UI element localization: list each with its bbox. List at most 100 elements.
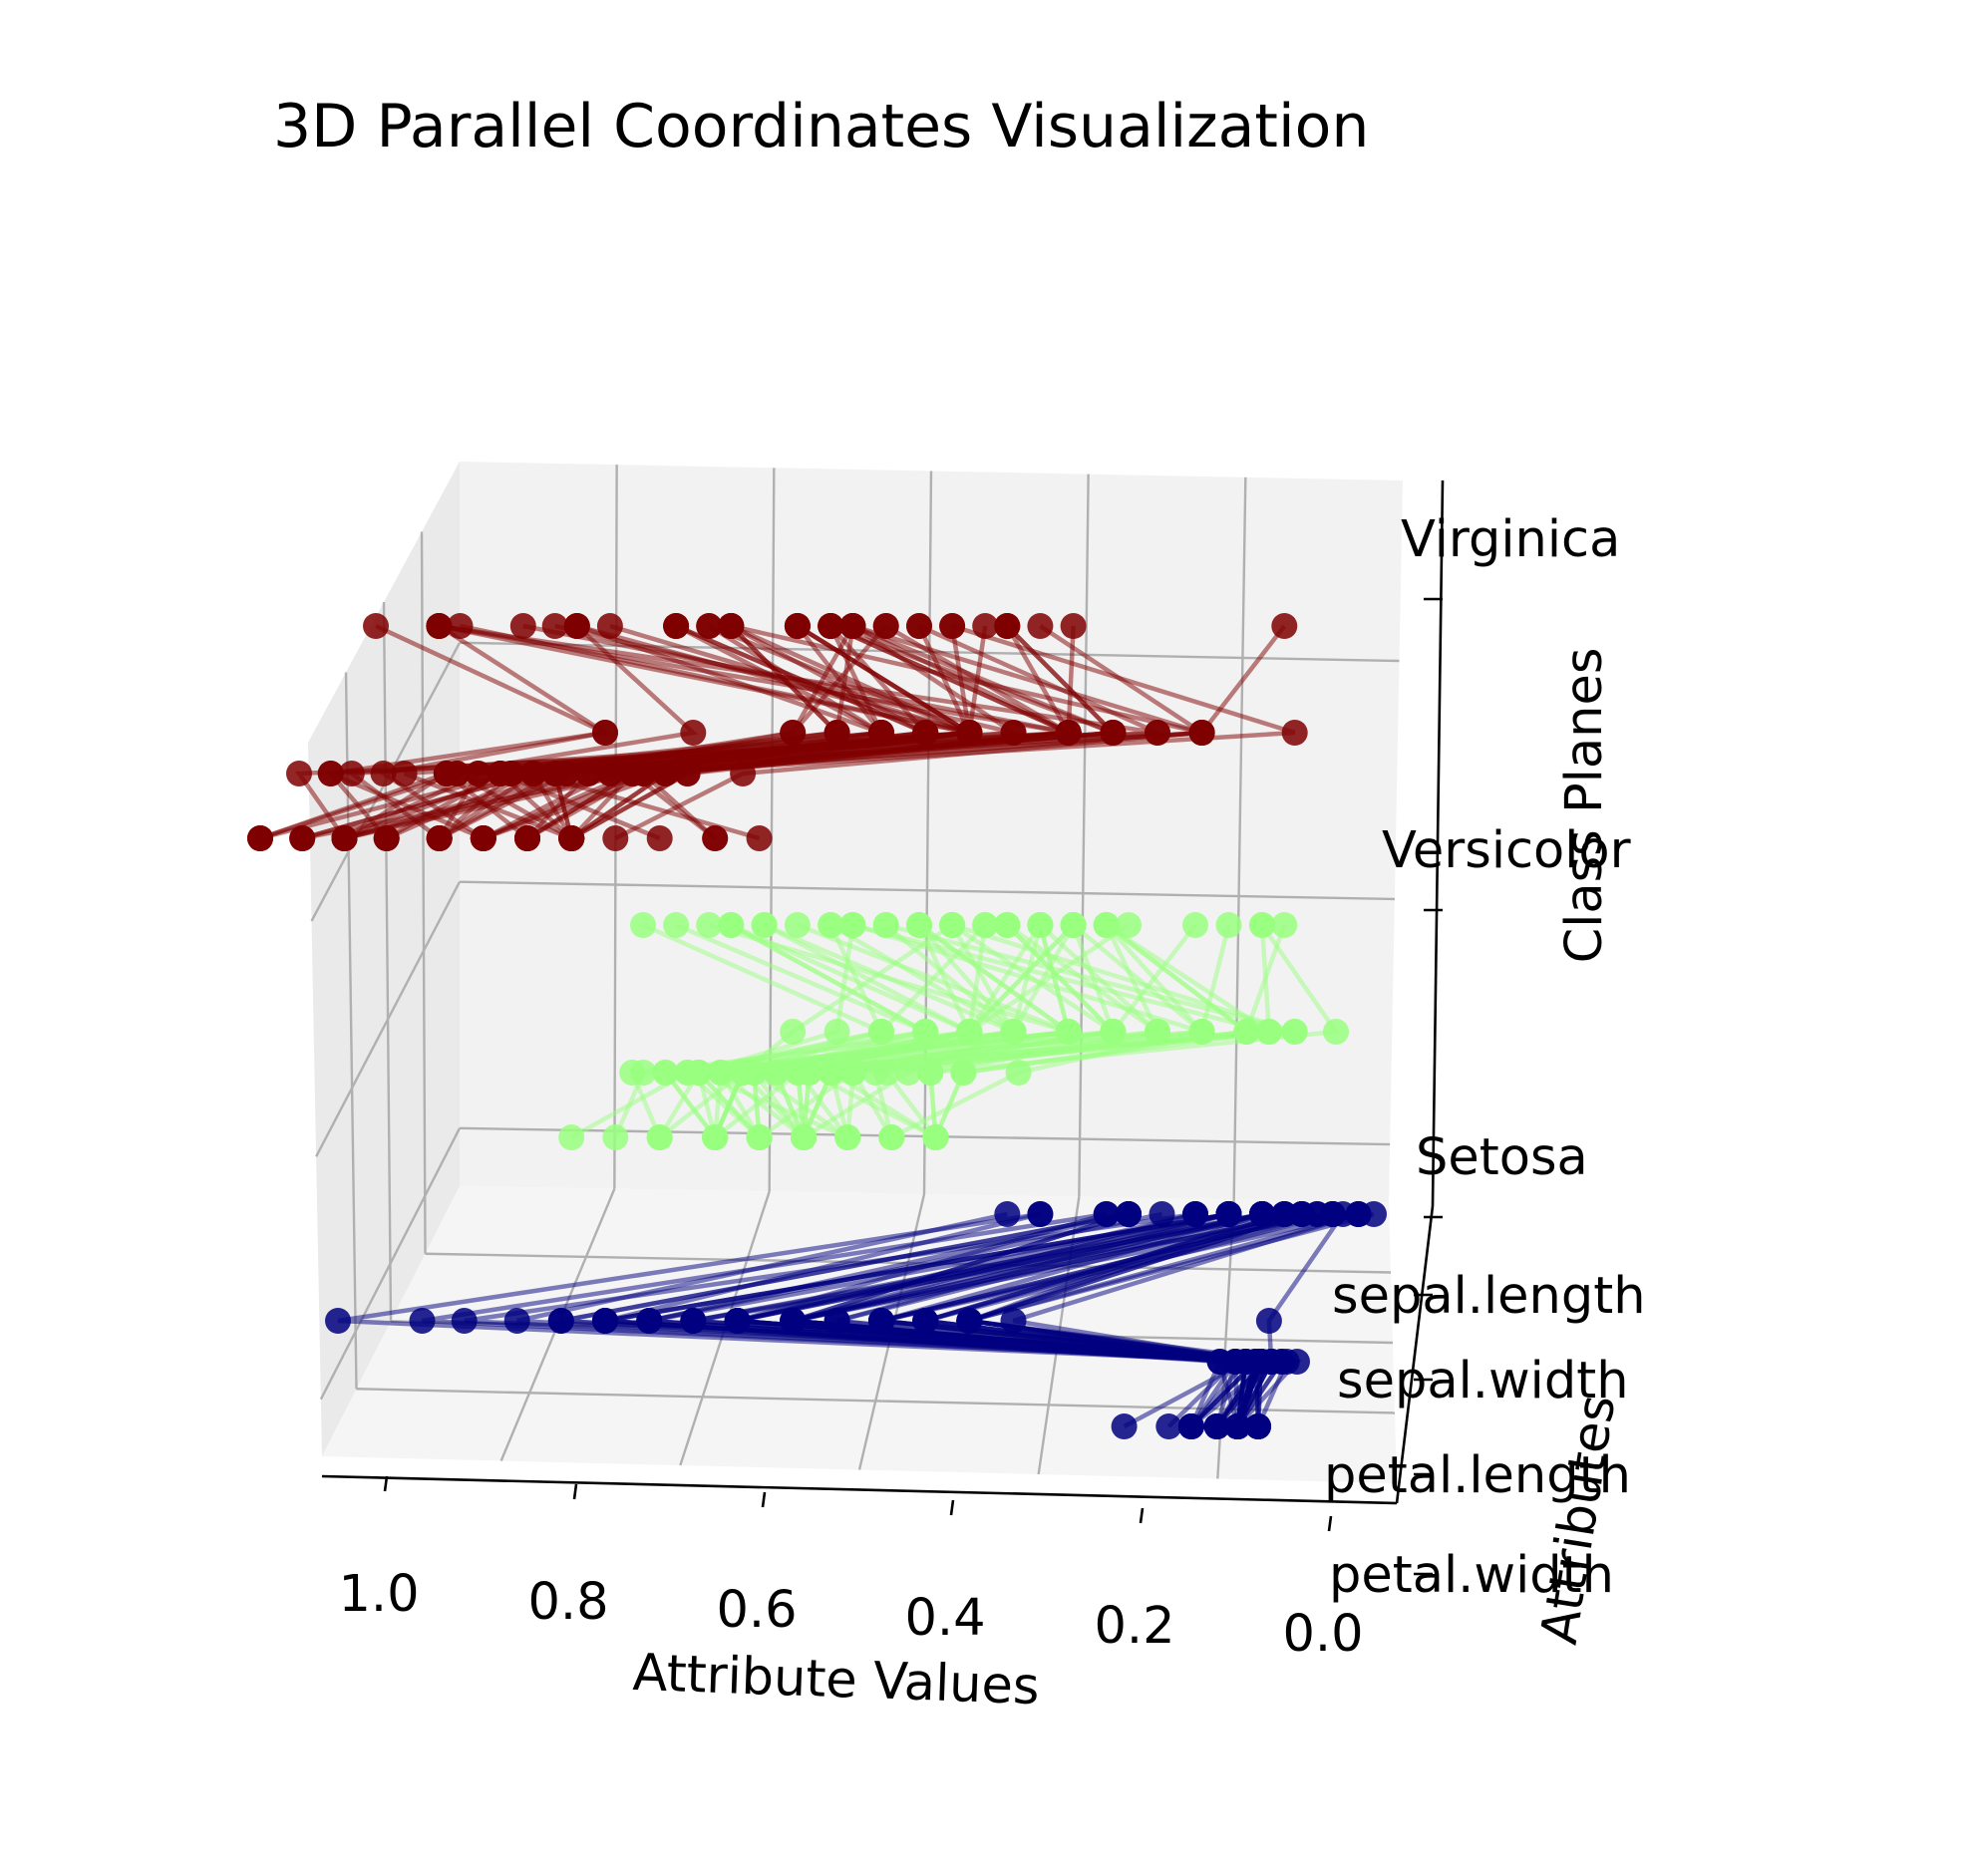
x-tick-label: 0.8 bbox=[527, 1573, 608, 1632]
record-line bbox=[737, 1211, 1263, 1428]
data-point bbox=[331, 825, 358, 851]
data-point bbox=[1060, 613, 1087, 639]
record-line bbox=[801, 923, 1207, 1138]
data-point bbox=[780, 720, 807, 746]
record-line bbox=[717, 924, 973, 1139]
data-point bbox=[718, 613, 745, 639]
attribute-tick-labels: sepal.length sepal.width petal.length petal… bbox=[1324, 1267, 1646, 1605]
data-point bbox=[1145, 720, 1170, 746]
data-point bbox=[1027, 613, 1054, 639]
data-point bbox=[839, 613, 866, 639]
series-setosa bbox=[325, 1201, 1387, 1439]
data-point bbox=[1271, 613, 1298, 639]
data-point bbox=[602, 825, 629, 851]
data-point bbox=[1182, 912, 1208, 938]
data-point bbox=[325, 1308, 351, 1334]
x-axis-label: Attribute Values bbox=[632, 1644, 1041, 1717]
data-point bbox=[1281, 1019, 1308, 1045]
data-point bbox=[426, 613, 453, 639]
record-line bbox=[569, 625, 988, 840]
class-plane-tick-labels: Setosa Versicolor Virginica bbox=[1382, 510, 1631, 1219]
data-point bbox=[1319, 1201, 1346, 1227]
data-point bbox=[558, 825, 585, 851]
data-point bbox=[1005, 1060, 1032, 1086]
data-point bbox=[1245, 1413, 1271, 1439]
data-point bbox=[906, 613, 932, 639]
data-point bbox=[872, 613, 899, 639]
data-point bbox=[630, 912, 656, 938]
record-line bbox=[375, 623, 613, 840]
class-plane-tick-label: Virginica bbox=[1401, 510, 1620, 569]
data-point bbox=[563, 613, 590, 639]
data-point bbox=[839, 912, 866, 938]
data-point bbox=[791, 1124, 817, 1150]
data-point bbox=[696, 912, 723, 938]
record-line bbox=[801, 924, 1072, 1138]
data-point bbox=[1093, 1201, 1120, 1227]
record-line bbox=[1214, 1212, 1345, 1428]
data-point bbox=[1281, 720, 1308, 746]
data-point bbox=[1247, 1349, 1274, 1375]
data-point bbox=[878, 1124, 905, 1150]
data-point bbox=[763, 1060, 790, 1086]
x-tick-label: 0.6 bbox=[716, 1581, 797, 1640]
data-point bbox=[426, 825, 453, 851]
data-point bbox=[663, 912, 690, 938]
data-point bbox=[823, 720, 850, 746]
data-point bbox=[663, 613, 690, 639]
record-line bbox=[301, 624, 933, 841]
data-point bbox=[818, 912, 844, 938]
record-line bbox=[525, 623, 1203, 840]
data-point bbox=[1255, 1019, 1282, 1045]
record-line bbox=[570, 625, 972, 840]
x-tick-label: 0.4 bbox=[904, 1589, 985, 1648]
record-line bbox=[343, 624, 888, 841]
data-point bbox=[950, 1060, 977, 1086]
data-point bbox=[702, 1124, 729, 1150]
data-point bbox=[780, 1019, 807, 1045]
axes-lines bbox=[321, 479, 1445, 1505]
data-point bbox=[370, 761, 397, 786]
data-point bbox=[994, 613, 1021, 639]
data-point bbox=[1055, 1019, 1082, 1045]
data-point bbox=[619, 761, 646, 786]
record-line bbox=[836, 1211, 1265, 1427]
data-point bbox=[317, 761, 344, 786]
data-point bbox=[784, 613, 811, 639]
data-point bbox=[796, 1060, 822, 1086]
data-point bbox=[646, 1124, 673, 1150]
data-point bbox=[994, 912, 1021, 938]
data-point bbox=[1271, 912, 1298, 938]
data-point bbox=[1255, 1308, 1282, 1334]
data-point bbox=[696, 613, 723, 639]
data-point bbox=[707, 1060, 734, 1086]
data-point bbox=[972, 912, 999, 938]
data-point bbox=[972, 613, 999, 639]
data-point bbox=[746, 1124, 773, 1150]
data-point bbox=[1203, 1413, 1230, 1439]
data-point bbox=[509, 613, 536, 639]
data-point bbox=[592, 720, 618, 746]
class-plane-tick-label: Setosa bbox=[1416, 1128, 1588, 1187]
data-point bbox=[433, 761, 460, 786]
data-point bbox=[1027, 1201, 1054, 1227]
x-tick-label: 0.2 bbox=[1094, 1597, 1174, 1656]
data-point bbox=[636, 1308, 663, 1334]
data-point bbox=[872, 912, 899, 938]
data-point bbox=[1323, 1019, 1349, 1045]
data-point bbox=[409, 1308, 436, 1334]
data-point bbox=[652, 1060, 679, 1086]
x-tick-label: 1.0 bbox=[338, 1565, 419, 1624]
data-point bbox=[868, 720, 894, 746]
attribute-tick-label: sepal.width bbox=[1337, 1352, 1629, 1410]
data-point bbox=[1215, 912, 1242, 938]
data-point bbox=[1188, 720, 1215, 746]
data-point bbox=[1116, 912, 1142, 938]
data-point bbox=[823, 1308, 850, 1334]
data-point bbox=[939, 613, 966, 639]
data-point bbox=[1345, 1201, 1372, 1227]
record-line bbox=[637, 623, 1296, 840]
x-tick-label: 0.0 bbox=[1282, 1605, 1363, 1664]
class-plane-tick-label: Versicolor bbox=[1382, 821, 1631, 880]
attribute-tick-label: petal.length bbox=[1324, 1446, 1631, 1505]
